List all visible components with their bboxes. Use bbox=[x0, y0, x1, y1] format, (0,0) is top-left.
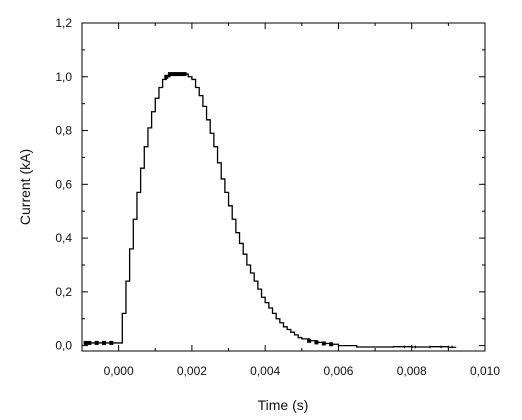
y-axis-title: Current (kA) bbox=[17, 149, 33, 225]
series-point bbox=[164, 74, 169, 79]
y-tick-label: 1,2 bbox=[55, 16, 72, 30]
series-point bbox=[314, 340, 319, 345]
series-point bbox=[109, 340, 114, 345]
x-tick-label: 0,004 bbox=[250, 364, 280, 378]
series-point bbox=[83, 340, 88, 345]
x-tick-label: 0,002 bbox=[177, 364, 207, 378]
series-point bbox=[94, 340, 99, 345]
y-tick-label: 0,2 bbox=[55, 285, 72, 299]
x-tick-label: 0,010 bbox=[470, 364, 500, 378]
plot-frame bbox=[81, 22, 486, 352]
ticks-layer: 0,000 0,002 0,004 0,006 0,008 0,010 0,0 0,2 0,4 0… bbox=[55, 16, 500, 378]
series-point bbox=[307, 338, 312, 343]
series-point bbox=[101, 340, 106, 345]
series-point bbox=[167, 72, 172, 77]
plot-layer bbox=[83, 72, 457, 349]
series-point bbox=[182, 72, 187, 77]
series-point bbox=[321, 341, 326, 346]
x-tick-label: 0,000 bbox=[104, 364, 134, 378]
series-point bbox=[178, 72, 183, 77]
x-tick-label: 0,008 bbox=[397, 364, 427, 378]
y-tick-label: 1,0 bbox=[55, 70, 72, 84]
y-tick-label: 0,6 bbox=[55, 177, 72, 191]
series-point bbox=[175, 72, 180, 77]
series-point bbox=[171, 72, 176, 77]
y-tick-label: 0,8 bbox=[55, 124, 72, 138]
series-line-0 bbox=[85, 73, 457, 348]
x-axis-title: Time (s) bbox=[258, 397, 309, 413]
y-tick-label: 0,4 bbox=[55, 231, 72, 245]
series-point bbox=[329, 342, 334, 347]
y-tick-label: 0,0 bbox=[55, 339, 72, 353]
x-tick-label: 0,006 bbox=[323, 364, 353, 378]
series-point bbox=[87, 340, 92, 345]
